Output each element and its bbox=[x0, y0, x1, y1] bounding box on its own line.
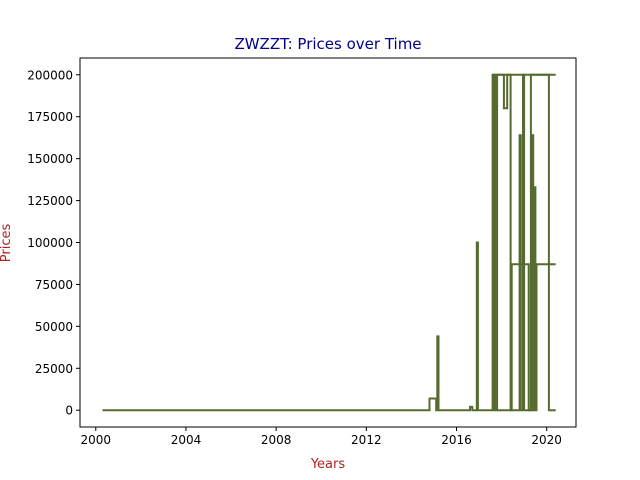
y-tick-label: 75000 bbox=[35, 278, 73, 292]
x-tick-label: 2020 bbox=[531, 433, 562, 447]
y-tick-label: 100000 bbox=[27, 236, 73, 250]
y-tick-label: 50000 bbox=[35, 320, 73, 334]
y-tick-label: 200000 bbox=[27, 68, 73, 82]
plot-lines bbox=[102, 73, 556, 412]
x-tick-label: 2000 bbox=[81, 433, 112, 447]
y-tick-label: 125000 bbox=[27, 194, 73, 208]
y-tick-label: 25000 bbox=[35, 362, 73, 376]
y-axis-label: Prices bbox=[0, 224, 14, 263]
chart-title: ZWZZT: Prices over Time bbox=[234, 35, 421, 53]
x-tick-label: 2016 bbox=[441, 433, 472, 447]
y-tick-label: 175000 bbox=[27, 110, 73, 124]
y-tick-label: 150000 bbox=[27, 152, 73, 166]
price-series-line-3 bbox=[493, 73, 556, 411]
price-series-line-1 bbox=[102, 73, 556, 412]
x-axis-ticks: 2000 2004 2008 2012 2016 2020 bbox=[81, 427, 562, 447]
plot-frame bbox=[79, 57, 577, 428]
x-tick-label: 2012 bbox=[351, 433, 382, 447]
x-axis-label: Years bbox=[310, 457, 346, 472]
x-tick-label: 2004 bbox=[171, 433, 202, 447]
y-axis-ticks: 0 25000 50000 75000 100000 125000 150000 175000… bbox=[27, 68, 80, 418]
y-tick-label: 0 bbox=[65, 404, 73, 418]
x-tick-label: 2008 bbox=[261, 433, 292, 447]
price-series-line-2 bbox=[497, 73, 556, 412]
